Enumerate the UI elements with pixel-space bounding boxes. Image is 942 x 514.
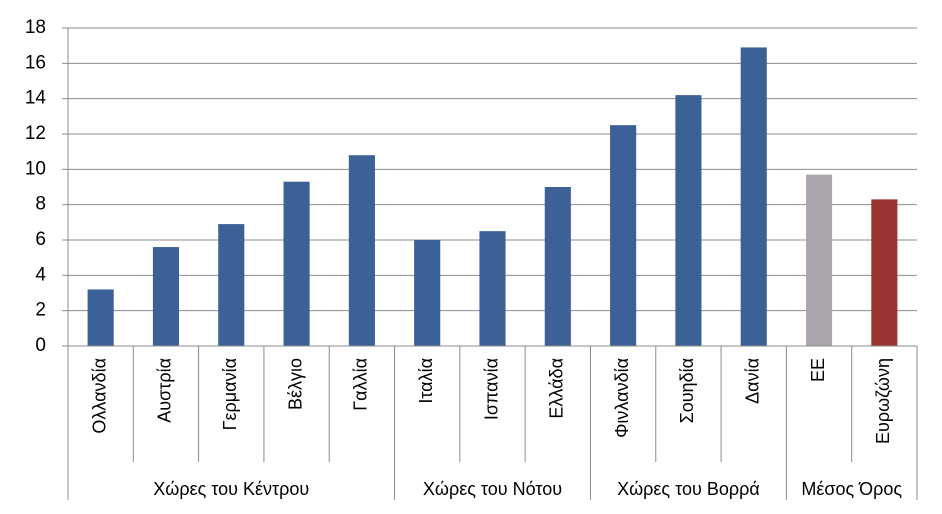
bar (283, 181, 310, 346)
x-tick-label: Βέλγιο (285, 358, 305, 410)
x-tick-label: Αυστρία (155, 358, 175, 423)
y-tick-label: 12 (25, 123, 46, 144)
bar (871, 199, 898, 346)
y-tick-label: 4 (35, 264, 46, 285)
y-tick-label: 16 (25, 52, 46, 73)
x-tick-label: Γερμανία (220, 358, 240, 430)
y-tick-label: 18 (25, 17, 46, 38)
x-tick-label: ΕΕ (808, 358, 828, 382)
y-tick-label: 10 (25, 158, 46, 179)
x-tick-label: Δανία (742, 358, 762, 404)
x-tick-label: Γαλλία (351, 358, 371, 411)
bar (414, 240, 441, 346)
bar (152, 247, 180, 346)
x-tick-label: Ελλάδα (547, 358, 567, 419)
y-tick-label: 8 (35, 194, 46, 215)
bar (805, 174, 833, 346)
bar (218, 224, 245, 346)
bar (87, 289, 114, 346)
bar (479, 231, 506, 346)
x-tick-label: Ευρωζώνη (873, 358, 893, 444)
group-label: Μέσος Όρος (801, 479, 902, 499)
bar (348, 155, 375, 346)
x-tick-label: Σουηδία (677, 358, 697, 423)
group-label: Χώρες του Νότου (423, 479, 562, 499)
x-tick-label: Ιταλία (416, 358, 436, 404)
x-tick-label: Φινλανδία (612, 358, 632, 438)
y-tick-label: 14 (25, 88, 47, 109)
x-tick-label: Ισπανία (481, 358, 501, 420)
bar (544, 187, 571, 346)
group-label: Χώρες του Κέντρου (153, 479, 309, 499)
bar (610, 125, 637, 347)
y-tick-label: 0 (35, 335, 46, 356)
bar (675, 95, 702, 346)
group-label: Χώρες του Βορρά (617, 479, 760, 499)
y-tick-label: 2 (35, 300, 46, 321)
y-tick-label: 6 (35, 229, 46, 250)
x-tick-label: Ολλανδία (89, 358, 109, 434)
bar (740, 47, 767, 346)
